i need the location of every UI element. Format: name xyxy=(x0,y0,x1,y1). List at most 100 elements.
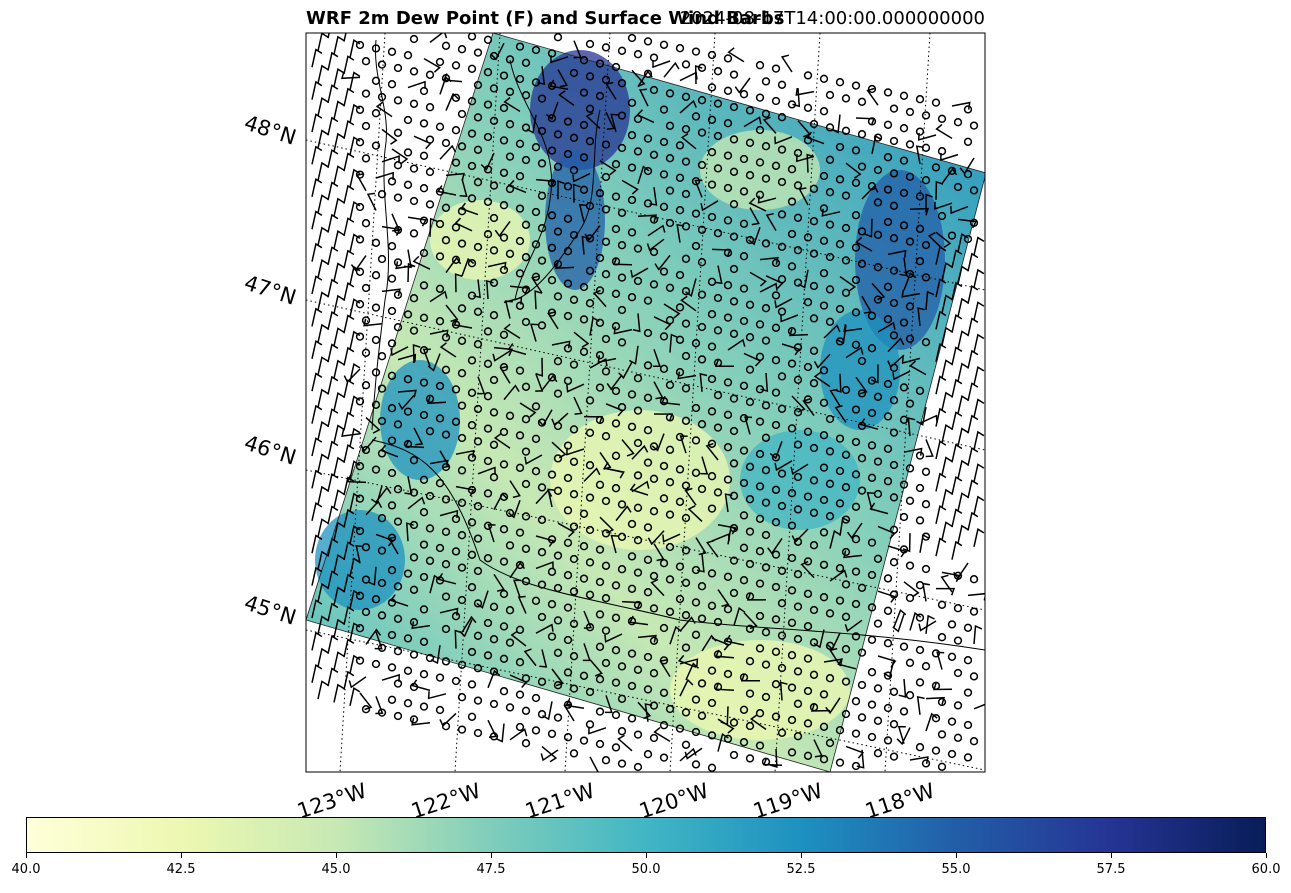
wind-barb xyxy=(413,427,424,446)
wind-barb xyxy=(429,329,449,338)
calm-wind-circle xyxy=(937,114,947,123)
calm-wind-circle xyxy=(793,505,803,514)
calm-wind-circle xyxy=(659,105,669,114)
calm-wind-circle xyxy=(547,146,557,155)
calm-wind-circle xyxy=(771,550,781,559)
wind-barb xyxy=(333,100,345,120)
calm-wind-circle xyxy=(643,555,653,564)
wind-barb xyxy=(845,162,862,179)
calm-wind-circle xyxy=(563,149,573,159)
calm-wind-circle xyxy=(819,495,829,505)
calm-wind-circle xyxy=(755,482,765,491)
calm-wind-circle xyxy=(419,637,429,646)
calm-wind-circle xyxy=(761,77,771,86)
wind-barb xyxy=(317,680,329,700)
calm-wind-circle xyxy=(627,422,637,431)
calm-wind-circle xyxy=(435,381,445,391)
wind-barb xyxy=(967,349,979,369)
calm-wind-circle xyxy=(851,437,861,447)
calm-wind-circle xyxy=(681,384,691,393)
wind-barb xyxy=(871,135,882,154)
wind-barb xyxy=(503,96,521,113)
calm-wind-circle xyxy=(691,47,701,56)
wind-barb xyxy=(343,314,355,334)
wind-barb xyxy=(333,165,345,185)
wind-barb xyxy=(343,476,355,496)
wind-barb xyxy=(333,424,345,444)
wind-barb xyxy=(831,114,841,134)
calm-wind-circle xyxy=(585,266,595,275)
calm-wind-circle xyxy=(745,462,755,471)
calm-wind-circle xyxy=(409,456,419,465)
calm-wind-circle xyxy=(777,242,787,251)
wind-barb xyxy=(717,589,730,608)
wind-barb xyxy=(333,683,345,703)
calm-wind-circle xyxy=(611,419,621,428)
calm-wind-circle xyxy=(627,33,637,43)
calm-wind-circle xyxy=(905,140,915,149)
wind-barb xyxy=(679,678,694,697)
calm-wind-circle xyxy=(505,120,515,129)
wind-barb xyxy=(932,682,953,691)
calm-wind-circle xyxy=(617,111,627,120)
calm-wind-circle xyxy=(921,662,931,671)
wind-barb xyxy=(343,120,355,139)
calm-wind-circle xyxy=(633,730,643,739)
calm-wind-circle xyxy=(755,547,765,556)
calm-wind-circle xyxy=(729,200,739,209)
wind-barb xyxy=(677,654,697,668)
wind-barb xyxy=(349,233,361,253)
calm-wind-circle xyxy=(889,331,899,340)
calm-wind-circle xyxy=(419,475,429,484)
calm-wind-circle xyxy=(585,558,595,567)
wind-barb xyxy=(375,486,392,503)
calm-wind-circle xyxy=(489,51,499,61)
calm-wind-circle xyxy=(371,465,381,474)
calm-wind-circle xyxy=(905,593,915,603)
calm-wind-circle xyxy=(531,45,541,55)
calm-wind-circle xyxy=(515,172,525,181)
calm-wind-circle xyxy=(435,219,445,229)
calm-wind-circle xyxy=(707,277,717,286)
calm-wind-circle xyxy=(889,752,899,761)
calm-wind-circle xyxy=(515,204,525,213)
calm-wind-circle xyxy=(905,658,915,667)
calm-wind-circle xyxy=(857,486,867,495)
calm-wind-circle xyxy=(771,356,781,365)
calm-wind-circle xyxy=(793,667,803,676)
wind-barb xyxy=(951,411,963,431)
wind-barb xyxy=(677,371,697,380)
wind-barb xyxy=(973,268,985,288)
calm-wind-circle xyxy=(771,485,781,494)
wind-barb xyxy=(529,323,539,342)
calm-wind-circle xyxy=(841,450,851,459)
calm-wind-circle xyxy=(595,577,605,587)
calm-wind-circle xyxy=(755,417,765,426)
calm-wind-circle xyxy=(419,378,429,387)
wind-barb xyxy=(869,502,889,515)
wind-barb xyxy=(973,366,985,385)
wind-barb xyxy=(327,537,339,557)
calm-wind-circle xyxy=(771,647,781,656)
wind-barb xyxy=(588,726,607,735)
calm-wind-circle xyxy=(617,727,627,736)
wind-barb xyxy=(892,613,905,633)
calm-wind-circle xyxy=(873,554,883,563)
calm-wind-circle xyxy=(899,545,909,554)
wind-barb xyxy=(780,314,799,323)
wind-barb xyxy=(343,379,355,399)
calm-wind-circle xyxy=(649,85,659,95)
wind-barb xyxy=(859,418,879,430)
calm-wind-circle xyxy=(393,96,403,105)
calm-wind-circle xyxy=(787,618,797,627)
wind-barb xyxy=(765,212,777,231)
wind-barb xyxy=(509,480,521,499)
wind-barb xyxy=(605,81,617,100)
calm-wind-circle xyxy=(931,649,941,658)
wind-barb xyxy=(439,342,457,358)
wind-barb xyxy=(493,573,505,592)
calm-wind-circle xyxy=(857,97,867,106)
calm-wind-circle xyxy=(729,426,739,436)
calm-wind-circle xyxy=(409,164,419,173)
calm-wind-circle xyxy=(953,701,963,710)
